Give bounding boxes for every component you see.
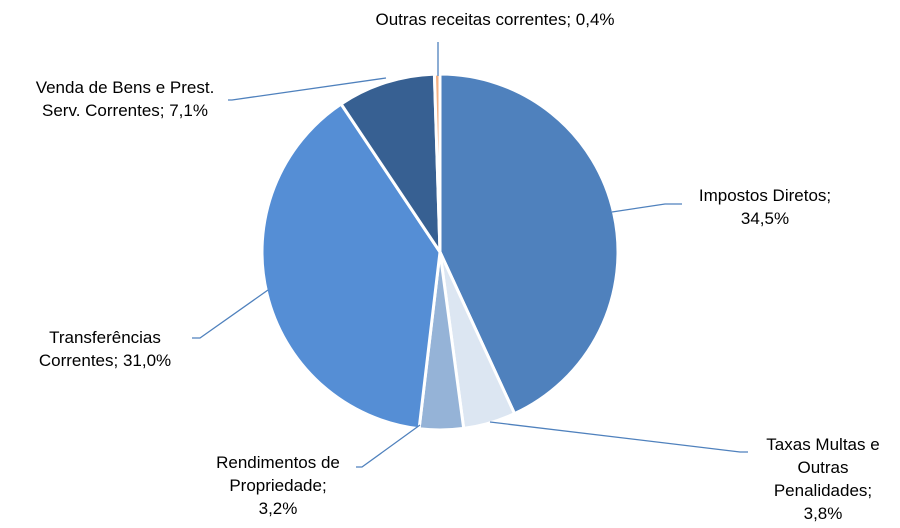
data-label: Outras receitas correntes; 0,4% (375, 10, 615, 29)
pie-slice (438, 72, 620, 416)
data-label: Transferências Correntes; 31,0% (38, 328, 172, 370)
leader-line (192, 289, 269, 339)
leader-line (356, 424, 421, 468)
data-label: Taxas Multas e Outras Penalidades; 3,8% (766, 435, 880, 523)
pie-slice (432, 72, 442, 253)
data-label: Impostos Diretos; 34,5% (698, 186, 832, 228)
data-label: Rendimentos de Propriedade; 3,2% (216, 453, 340, 518)
pie-slice (260, 101, 442, 431)
leader-line (489, 421, 748, 453)
pie-slice (339, 72, 442, 258)
leader-line (228, 77, 387, 101)
data-label: Venda de Bens e Prest. Serv. Correntes; … (35, 78, 215, 120)
leader-line (611, 203, 682, 213)
